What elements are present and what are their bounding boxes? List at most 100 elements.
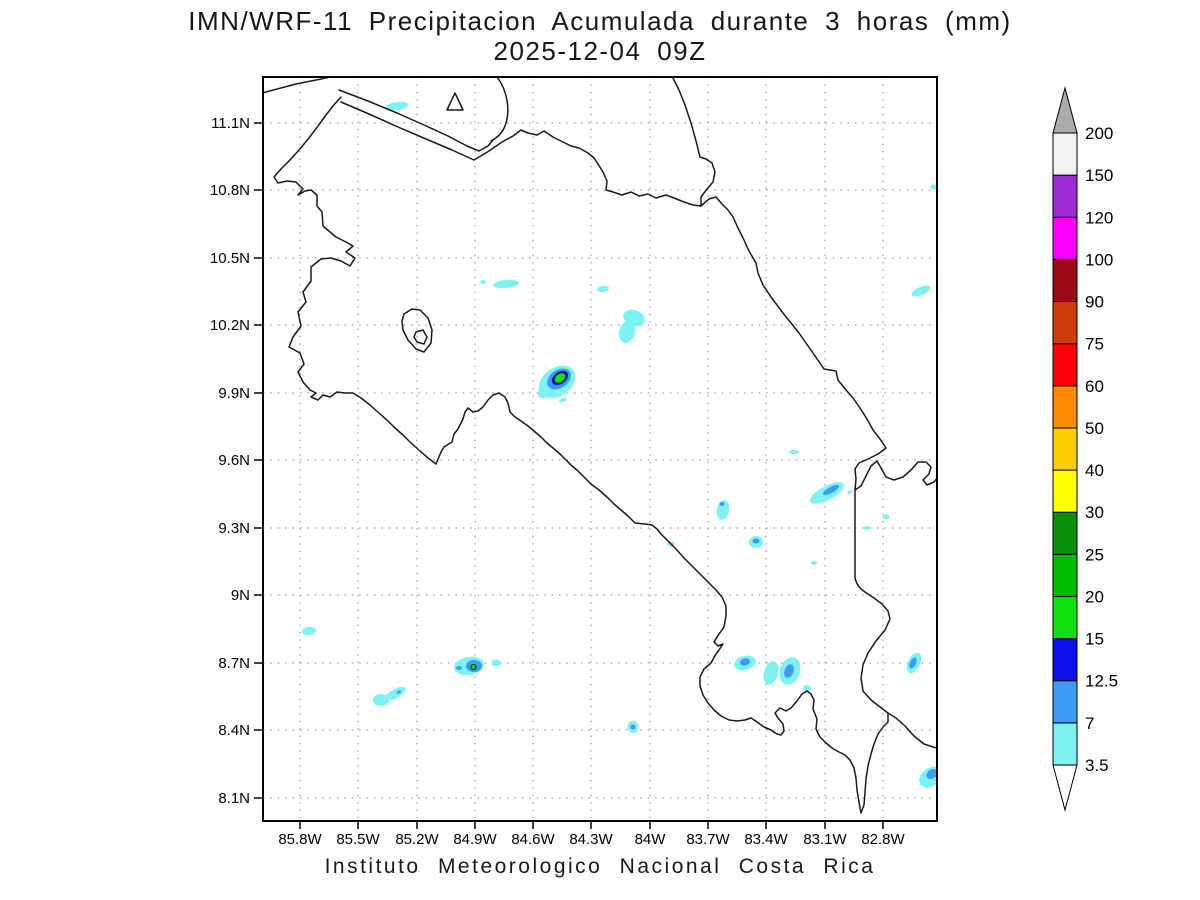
precip-cell [822, 485, 840, 495]
precip-cell [302, 626, 316, 636]
precip-cell [930, 184, 936, 190]
precip-cell [719, 502, 725, 506]
colorbar-segment [1052, 258, 1078, 303]
colorbar-level-label: 90 [1085, 293, 1104, 312]
colorbar-level-label: 75 [1085, 335, 1104, 354]
x-tick-label: 83.4W [744, 831, 788, 848]
y-tick-label: 8.7N [218, 655, 250, 672]
colorbar-level-label: 12.5 [1085, 672, 1118, 691]
colorbar-segment [1052, 511, 1078, 555]
colorbar-segment [1052, 469, 1078, 513]
precip-cell [630, 724, 636, 730]
pacific-coastline [273, 96, 889, 814]
colorbar-level-label: 40 [1085, 461, 1104, 480]
colorbar-level-label: 200 [1085, 124, 1113, 143]
x-tick-label: 85.8W [278, 831, 322, 848]
y-tick-label: 11.1N [211, 115, 250, 132]
x-tick-label: 84W [635, 831, 667, 848]
precip-cell [789, 450, 799, 454]
y-tick-label: 8.1N [218, 790, 250, 807]
precip-cell [480, 280, 486, 284]
colorbar-segment [1052, 216, 1078, 260]
colorbar-level-label: 100 [1085, 250, 1113, 269]
precip-cell [470, 664, 477, 670]
precip-cell [752, 538, 760, 544]
caribbean-north-curve [490, 78, 509, 142]
precip-cell [384, 686, 406, 702]
longitude-axis-labels: 85.8W 85.5W 85.2W 84.9W 84.6W 84.3W 84W 83.7W 83… [278, 831, 905, 848]
chart-title: IMN/WRF-11 Precipitacion Acumulada duran… [188, 6, 1012, 36]
precip-cell [373, 694, 389, 706]
footer-credit: Instituto Meteorologico Nacional Costa R… [324, 855, 876, 878]
precip-cell [926, 768, 936, 780]
coastline-layer [264, 78, 936, 814]
lake-arenal-inner [413, 329, 428, 345]
colorbar-segment [1052, 722, 1078, 766]
y-tick-label: 10.5N [210, 250, 250, 267]
colorbar-level-label: 25 [1085, 545, 1104, 564]
precip-cell [456, 666, 462, 670]
precip-cell [803, 685, 811, 691]
colorbar-segment [1052, 132, 1078, 176]
precip-cell [618, 321, 636, 343]
colorbar-level-label: 50 [1085, 419, 1104, 438]
colorbar-level-label: 150 [1085, 166, 1113, 185]
y-tick-label: 9.6N [218, 452, 250, 469]
y-tick-label: 10.8N [210, 182, 250, 199]
colorbar-level-label: 20 [1085, 587, 1104, 606]
colorbar-arrow-under [1052, 764, 1078, 812]
y-tick-label: 9.3N [218, 520, 250, 537]
x-tick-label: 85.2W [395, 831, 439, 848]
precip-cell [763, 661, 779, 685]
chart-subtitle-datetime: 2025-12-04 09Z [493, 36, 707, 66]
colorbar-segment [1052, 174, 1078, 218]
precip-cell [553, 372, 567, 384]
colorbar-segment [1052, 301, 1078, 345]
colorbar-segment [1052, 595, 1078, 640]
axis-tick-marks [254, 122, 884, 829]
colorbar-segment [1052, 680, 1078, 724]
x-tick-label: 84.9W [453, 831, 497, 848]
precip-cell [847, 490, 853, 494]
panama-border-and-coast [854, 489, 936, 749]
map-frame [262, 76, 938, 822]
lat-lon-gridlines [263, 77, 937, 821]
y-tick-label: 9.9N [218, 385, 250, 402]
colorbar-level-label: 3.5 [1085, 756, 1109, 775]
x-tick-label: 85.5W [336, 831, 380, 848]
lake-arenal-outline [401, 308, 433, 353]
precip-cell [559, 397, 567, 403]
precipitation-shading [302, 101, 936, 788]
precip-cell [784, 664, 794, 678]
nicaragua-pacific-corner-line [264, 78, 330, 94]
x-tick-label: 83.7W [686, 831, 730, 848]
lake-nicaragua-shore [338, 89, 494, 152]
colorbar-segment [1052, 553, 1078, 597]
precip-cell [597, 285, 609, 293]
caribbean-coastline [672, 78, 936, 491]
colorbar-segment [1052, 638, 1078, 682]
colorbar-level-label: 60 [1085, 377, 1104, 396]
precip-cell [811, 561, 817, 565]
precip-cell [909, 657, 917, 669]
colorbar-segment [1052, 343, 1078, 387]
colorbar: 3.5 7 12.5 15 20 25 30 40 50 60 75 90 100 120 150 200 [1052, 86, 1118, 812]
colorbar-level-label: 15 [1085, 630, 1104, 649]
x-tick-label: 83.1W [803, 831, 847, 848]
y-tick-label: 8.4N [218, 722, 250, 739]
colorbar-level-label: 30 [1085, 503, 1104, 522]
x-tick-label: 84.3W [569, 831, 613, 848]
precip-cell [911, 285, 931, 297]
island-triangle-contour [446, 92, 464, 111]
x-tick-label: 82.8W [861, 831, 905, 848]
y-tick-label: 9N [231, 587, 250, 604]
precip-cell [882, 514, 890, 520]
colorbar-segment [1052, 385, 1078, 429]
y-tick-label: 10.2N [210, 317, 250, 334]
colorbar-level-label: 7 [1085, 714, 1094, 733]
colorbar-arrow-over [1052, 86, 1078, 134]
colorbar-level-label: 120 [1085, 208, 1113, 227]
x-tick-label: 84.6W [511, 831, 555, 848]
